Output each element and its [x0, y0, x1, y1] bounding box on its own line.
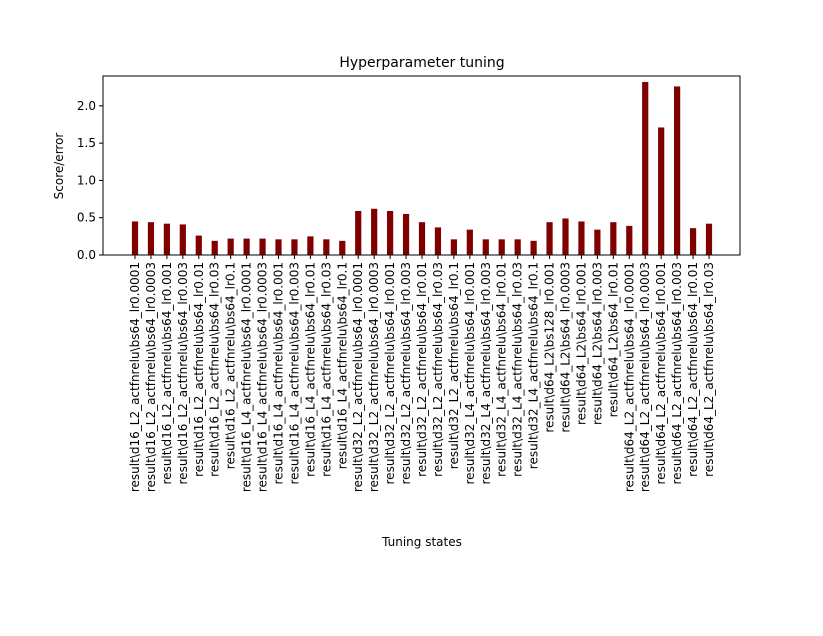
bar [339, 240, 346, 255]
x-tick-label: result\d64_L2_actfnrelu\bs64_lr0.001 [654, 262, 668, 484]
bar [387, 211, 394, 255]
x-tick-label: result\d16_L2_actfnrelu\bs64_lr0.1 [224, 262, 238, 469]
x-tick-label: result\d32_L2_actfnrelu\bs64_lr0.0001 [351, 262, 365, 492]
x-tick-label: result\d64_L2_actfnrelu\bs64_lr0.0003 [638, 262, 652, 492]
x-tick-label: result\d64_L2_actfnrelu\bs64_lr0.03 [702, 262, 716, 477]
x-tick-label: result\d16_L4_actfnrelu\bs64_lr0.001 [272, 262, 286, 484]
x-tick-label: result\d64_L2\bs64_lr0.0003 [559, 262, 573, 433]
bar [275, 239, 282, 255]
bar [243, 238, 250, 255]
bar [514, 239, 521, 255]
bar [482, 239, 489, 255]
x-tick-label: result\d16_L2_actfnrelu\bs64_lr0.0001 [128, 262, 142, 492]
y-tick-label: 0.5 [77, 211, 96, 225]
bar [259, 238, 266, 255]
bar [147, 222, 155, 255]
bars-group [131, 81, 713, 255]
bar [674, 86, 681, 255]
bar [466, 229, 473, 255]
x-tick-label: result\d16_L2_actfnrelu\bs64_lr0.03 [208, 262, 222, 477]
x-tick-label: result\d32_L4_actfnrelu\bs64_lr0.01 [495, 262, 509, 477]
x-tick-label: result\d32_L4_actfnrelu\bs64_lr0.003 [479, 262, 493, 484]
bar [642, 81, 649, 255]
chart-title: Hyperparameter tuning [339, 55, 504, 71]
y-tick-label: 1.0 [77, 173, 96, 187]
x-axis-title: Tuning states [381, 535, 462, 549]
bar [546, 222, 553, 255]
bar [450, 239, 457, 255]
x-tick-label: result\d64_L2_actfnrelu\bs64_lr0.003 [670, 262, 684, 484]
bar [689, 228, 697, 255]
y-axis: 0.0 0.5 1.0 1.5 2.0 [77, 99, 103, 262]
bar [179, 224, 186, 255]
x-tick-label: result\d32_L2_actfnrelu\bs64_lr0.003 [399, 262, 413, 484]
x-tick-label: result\d32_L2_actfnrelu\bs64_lr0.03 [431, 262, 445, 477]
y-tick-label: 0.0 [77, 248, 96, 262]
x-tick-label: result\d64_L2\bs128_lr0.001 [543, 262, 557, 433]
bar [626, 225, 633, 255]
bar [498, 239, 505, 255]
bar [610, 222, 617, 255]
x-tick-label: result\d16_L4_actfnrelu\bs64_lr0.0003 [256, 262, 270, 492]
y-tick-label: 2.0 [77, 99, 96, 113]
x-tick-label: result\d16_L4_actfnrelu\bs64_lr0.0001 [240, 262, 254, 492]
bar [291, 239, 298, 255]
x-tick-label: result\d16_L2_actfnrelu\bs64_lr0.01 [192, 262, 206, 477]
bar [195, 235, 202, 255]
bar [562, 218, 569, 255]
x-tick-label: result\d16_L2_actfnrelu\bs64_lr0.001 [160, 262, 174, 484]
x-tick-label: result\d64_L2\bs64_lr0.001 [574, 262, 588, 425]
x-axis: result\d16_L2_actfnrelu\bs64_lr0.0001 res… [128, 255, 716, 492]
bar [227, 238, 234, 255]
x-tick-label: result\d64_L2_actfnrelu\bs64_lr0.01 [686, 262, 700, 477]
x-tick-label: result\d64_L2_actfnrelu\bs64_lr0.0001 [622, 262, 636, 492]
x-tick-label: result\d32_L4_actfnrelu\bs64_lr0.001 [463, 262, 477, 484]
x-tick-label: result\d32_L2_actfnrelu\bs64_lr0.1 [447, 262, 461, 469]
bar [530, 240, 537, 255]
x-tick-label: result\d16_L2_actfnrelu\bs64_lr0.0003 [144, 262, 158, 492]
bar [211, 240, 218, 255]
bar [371, 208, 378, 255]
bar [594, 229, 601, 255]
y-tick-label: 1.5 [77, 136, 96, 150]
x-tick-label: result\d32_L2_actfnrelu\bs64_lr0.001 [383, 262, 397, 484]
x-tick-label: result\d16_L4_actfnrelu\bs64_lr0.003 [287, 262, 301, 484]
x-tick-label: result\d16_L4_actfnrelu\bs64_lr0.03 [319, 262, 333, 477]
bar [307, 236, 314, 255]
x-tick-label: result\d32_L2_actfnrelu\bs64_lr0.01 [415, 262, 429, 477]
x-tick-label: result\d16_L4_actfnrelu\bs64_lr0.01 [303, 262, 317, 477]
bar [355, 211, 362, 255]
x-tick-label: result\d32_L2_actfnrelu\bs64_lr0.0003 [367, 262, 381, 492]
bar [418, 222, 426, 255]
bar [578, 221, 585, 255]
x-tick-label: result\d16_L4_actfnrelu\bs64_lr0.1 [335, 262, 349, 469]
x-tick-label: result\d64_L2\bs64_lr0.01 [606, 262, 620, 417]
bar [705, 223, 713, 255]
bar [163, 223, 170, 255]
bar [402, 213, 410, 255]
x-tick-label: result\d16_L2_actfnrelu\bs64_lr0.003 [176, 262, 190, 484]
x-tick-label: result\d32_L4_actfnrelu\bs64_lr0.1 [527, 262, 541, 469]
x-tick-label: result\d32_L4_actfnrelu\bs64_lr0.03 [511, 262, 525, 477]
bar [434, 227, 442, 255]
bar [323, 239, 330, 255]
x-tick-label: result\d64_L2\bs64_lr0.003 [590, 262, 604, 425]
bar [131, 221, 139, 255]
y-axis-title: Score/error [52, 133, 66, 200]
bar [658, 127, 665, 255]
